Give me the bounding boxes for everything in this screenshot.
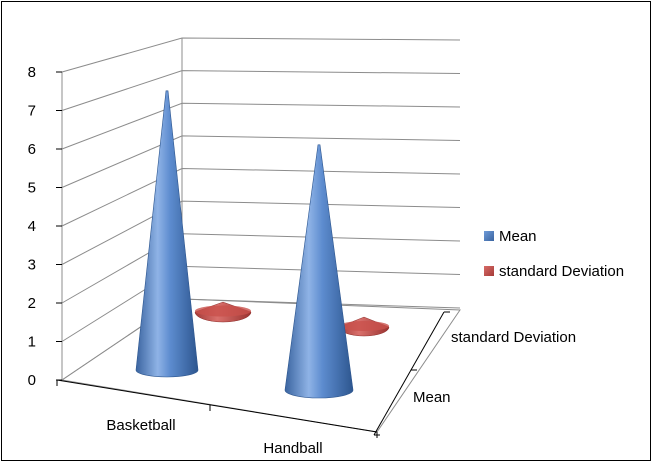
depth-tick-label: standard Deviation (451, 329, 576, 346)
depth-axis-labels: Mean standard Deviation (413, 329, 576, 406)
data-marks (135, 90, 390, 399)
y-axis-ticks: 0 1 2 3 4 5 6 7 8 (28, 64, 62, 389)
x-axis-labels: Basketball Handball (106, 417, 322, 457)
x-axis-line (56, 379, 378, 433)
gridline (61, 37, 461, 73)
x-tick-label: Basketball (106, 417, 175, 434)
gridline (61, 102, 461, 150)
depth-tick-label: Mean (413, 389, 451, 406)
legend-label-std: standard Deviation (499, 263, 624, 280)
y-tick-label: 1 (28, 334, 36, 351)
cone-mean-handball (284, 144, 354, 399)
x-tick-label: Handball (263, 440, 322, 457)
y-tick-label: 8 (28, 64, 36, 81)
y-tick-label: 5 (28, 180, 36, 197)
y-tick-label: 6 (28, 141, 36, 158)
cone-std-top (339, 321, 389, 331)
cone-std-top (195, 305, 251, 317)
cone-mean-basketball (135, 90, 199, 378)
legend-swatch-mean (484, 231, 494, 241)
gridline (61, 167, 461, 227)
gridline (61, 135, 461, 188)
legend-swatch-std (484, 266, 494, 276)
gridline (61, 200, 461, 265)
legend-label-mean: Mean (499, 228, 537, 245)
y-tick-label: 0 (28, 372, 36, 389)
floor-outline (61, 298, 461, 433)
legend: Mean standard Deviation (484, 228, 624, 280)
y-tick-label: 3 (28, 257, 36, 274)
y-tick-label: 2 (28, 295, 36, 312)
y-tick-label: 7 (28, 103, 36, 120)
gridline (61, 265, 461, 342)
gridlines (61, 37, 461, 381)
axes (56, 38, 461, 438)
depth-axis-line (373, 311, 445, 436)
y-tick-label: 4 (28, 218, 36, 235)
